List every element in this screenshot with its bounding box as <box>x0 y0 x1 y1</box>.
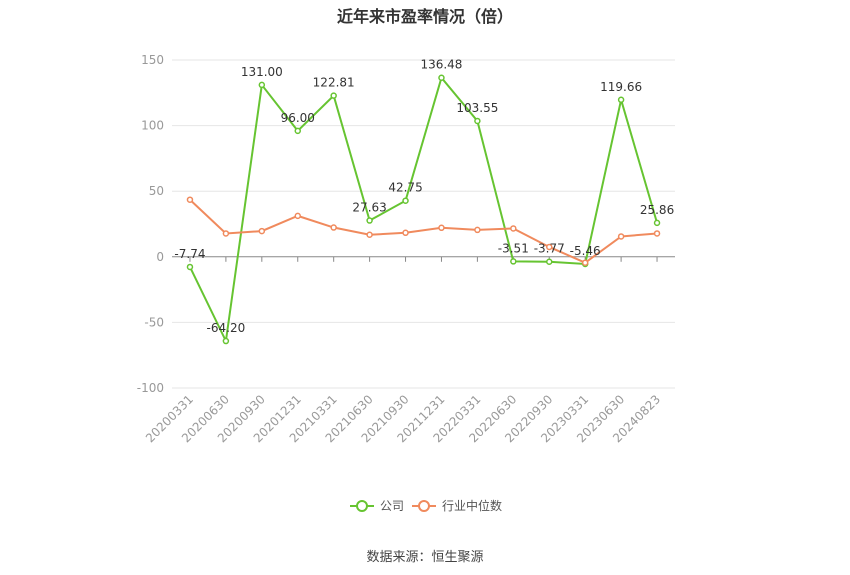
data-point <box>294 127 301 135</box>
y-tick-label: 100 <box>141 119 164 133</box>
y-tick-label: -100 <box>137 381 164 395</box>
data-point <box>186 196 194 203</box>
y-tick-label: 150 <box>141 53 164 67</box>
data-point <box>617 233 625 240</box>
data-point <box>546 258 553 265</box>
series-line-company <box>189 75 658 345</box>
data-point <box>546 243 553 251</box>
data-point <box>474 226 481 234</box>
data-point <box>653 219 661 227</box>
data-point <box>330 224 337 231</box>
data-label: -3.77 <box>534 242 565 256</box>
y-tick-label: 50 <box>149 184 164 198</box>
data-label: 25.86 <box>640 203 674 217</box>
data-label: -64.20 <box>207 321 246 335</box>
data-point <box>366 231 373 239</box>
data-point <box>474 117 481 125</box>
legend-marker-company <box>356 500 368 512</box>
legend-label-company: 公司 <box>380 499 404 513</box>
legend-marker-industry <box>418 500 430 512</box>
data-point <box>438 224 445 232</box>
data-label: 131.00 <box>241 65 283 79</box>
data-point <box>186 263 194 271</box>
data-point <box>402 229 409 237</box>
data-label: -5.46 <box>570 244 601 258</box>
legend-label-industry: 行业中位数 <box>442 498 502 513</box>
data-point <box>510 258 517 265</box>
data-source: 数据来源：恒生聚源 <box>366 550 484 565</box>
data-point <box>617 96 625 104</box>
data-point <box>438 74 445 81</box>
data-point <box>581 259 589 266</box>
data-label: -3.51 <box>498 241 529 255</box>
data-point <box>258 227 266 235</box>
data-label: 119.66 <box>600 80 642 94</box>
data-label: 122.81 <box>313 76 355 90</box>
data-point <box>330 92 337 99</box>
data-label: 136.48 <box>420 58 462 72</box>
data-point <box>294 212 301 220</box>
y-tick-label: 0 <box>156 250 164 264</box>
y-tick-label: -50 <box>144 315 164 329</box>
data-point <box>258 81 266 89</box>
series-line-industry-median <box>189 198 658 264</box>
data-label: -7.74 <box>174 247 205 261</box>
chart-title: 近年来市盈率情况（倍） <box>336 7 513 26</box>
data-label: 103.55 <box>456 101 498 115</box>
data-label: 42.75 <box>388 181 422 195</box>
data-label: 27.63 <box>352 201 386 215</box>
data-point <box>402 197 409 204</box>
data-point <box>222 337 230 345</box>
data-point <box>653 230 661 237</box>
data-point <box>222 230 230 237</box>
data-point <box>510 225 517 232</box>
data-label: 96.00 <box>281 111 315 125</box>
data-point <box>366 217 373 224</box>
